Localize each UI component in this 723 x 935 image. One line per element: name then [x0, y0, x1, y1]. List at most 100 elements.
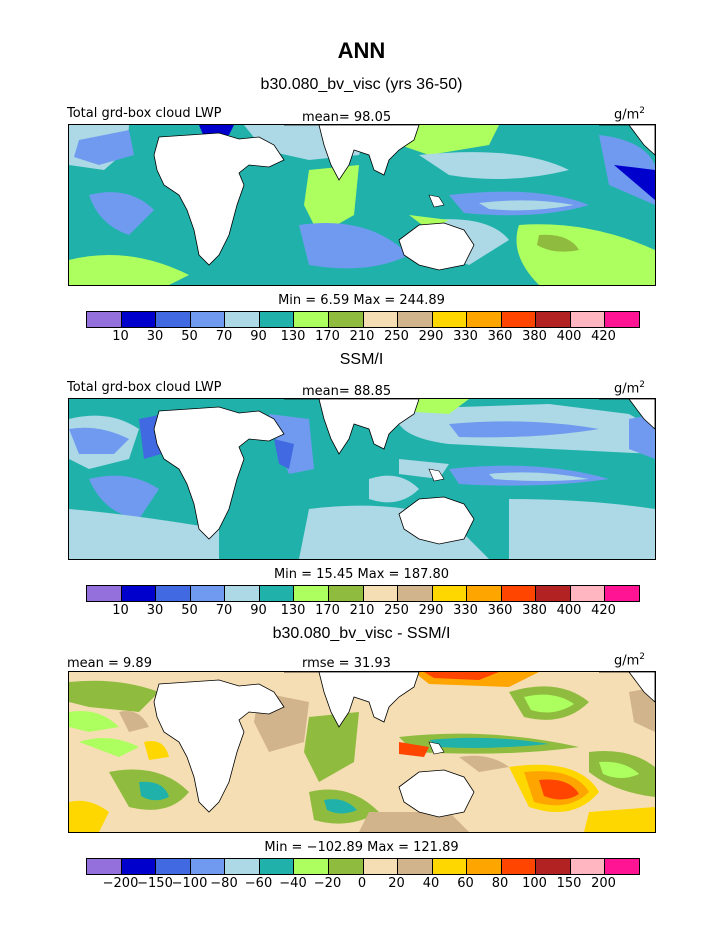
- colorbar-2-tick-label: 420: [591, 603, 616, 618]
- colorbar-3-swatch: [156, 859, 191, 874]
- colorbar-2-tick-label: 170: [315, 603, 340, 618]
- panel2-field-patch: [369, 475, 419, 503]
- colorbar-2-swatch: [87, 586, 122, 601]
- colorbar-2-swatch: [432, 586, 468, 601]
- asia-landmass: [284, 672, 420, 728]
- colorbar-1-swatch: [259, 312, 295, 327]
- panel3-rmse-label: rmse = 31.93: [302, 656, 391, 671]
- panel2-units: g/m2: [614, 380, 646, 397]
- panel2-map: [68, 398, 656, 560]
- americas-landmass: [599, 672, 655, 703]
- panel1-field-patch: [537, 234, 579, 252]
- colorbar-1-swatch: [225, 312, 260, 327]
- colorbar-2-swatch: [328, 586, 364, 601]
- colorbar-1-swatch: [501, 312, 537, 327]
- panel2-variable-label: Total grd-box cloud LWP: [67, 380, 222, 395]
- panel1-field-patch: [419, 152, 569, 179]
- panel2-field-patch: [89, 475, 159, 519]
- panel3-units: g/m2: [614, 652, 646, 669]
- panel1-units: g/m2: [614, 106, 646, 123]
- colorbar-3-swatch: [121, 859, 157, 874]
- colorbar-3-swatch: [225, 859, 260, 874]
- colorbar-2-tick-label: 250: [384, 603, 409, 618]
- panel2-map-svg: [69, 399, 655, 559]
- colorbar-2-swatch: [156, 586, 191, 601]
- colorbar-1-tick-label: 210: [349, 329, 375, 344]
- colorbar-1-tick-label: 170: [315, 329, 340, 344]
- colorbar-1-swatch: [363, 312, 399, 327]
- island-landmass: [428, 741, 445, 755]
- australia-landmass: [398, 222, 475, 271]
- colorbar-1-swatch: [536, 312, 571, 327]
- colorbar-1-tick-label: 50: [181, 329, 198, 344]
- colorbar-3-swatch: [294, 859, 329, 874]
- colorbar-3: [86, 858, 640, 875]
- africa-landmass: [153, 132, 285, 266]
- colorbar-3-swatch: [501, 859, 537, 874]
- africa-landmass: [153, 679, 285, 813]
- colorbar-2-tick-label: 330: [453, 603, 478, 618]
- panel3-field-patch: [304, 712, 359, 782]
- colorbar-3-swatch: [536, 859, 571, 874]
- colorbar-1-swatch: [156, 312, 191, 327]
- colorbar-3-tick-label: 150: [556, 876, 582, 891]
- colorbar-2-swatch: [190, 586, 226, 601]
- panel2-field-patch: [69, 509, 219, 559]
- colorbar-1-tick-label: 90: [250, 329, 267, 344]
- panel1-field-patch: [89, 192, 154, 235]
- colorbar-1-tick-label: 380: [522, 329, 547, 344]
- colorbar-3-tick-label: −80: [210, 876, 238, 891]
- colorbar-3-tick-label: −150: [137, 876, 173, 891]
- panel3-field-patch: [584, 807, 655, 832]
- colorbar-3-swatch: [398, 859, 433, 874]
- panel2-mean-label: mean= 88.85: [302, 384, 392, 399]
- colorbar-1-swatch: [121, 312, 157, 327]
- panel3-field-patch: [119, 711, 149, 732]
- panel1-map-svg: [69, 125, 655, 285]
- colorbar-3-swatch: [570, 859, 606, 874]
- panel3-field-patch: [69, 800, 109, 832]
- colorbar-3-swatch: [259, 859, 295, 874]
- panel3-field-patch: [429, 737, 549, 748]
- panel3-field-patch: [629, 687, 655, 732]
- colorbar-1-swatch: [432, 312, 468, 327]
- colorbar-3-tick-label: −40: [279, 876, 307, 891]
- colorbar-1-tick-label: 400: [556, 329, 582, 344]
- colorbar-2-swatch: [225, 586, 260, 601]
- colorbar-2-tick-label: 400: [556, 603, 582, 618]
- colorbar-3-tick-label: −100: [171, 876, 208, 891]
- colorbar-3-tick-label: 40: [422, 876, 440, 891]
- colorbar-3-swatch: [467, 859, 502, 874]
- colorbar-1-tick-label: 420: [591, 329, 616, 344]
- australia-landmass: [398, 769, 475, 818]
- panel1-mean-label: mean= 98.05: [302, 110, 392, 125]
- colorbar-1: [86, 311, 640, 328]
- panel3-minmax: Min = −102.89 Max = 121.89: [264, 840, 459, 855]
- colorbar-2-swatch: [536, 586, 571, 601]
- colorbar-1-tick-label: 70: [215, 329, 233, 344]
- panel2-field-patch: [449, 421, 599, 438]
- colorbar-2-swatch: [363, 586, 399, 601]
- colorbar-1-swatch: [87, 312, 122, 327]
- australia-landmass: [398, 496, 475, 545]
- colorbar-1-tick-label: 290: [418, 329, 444, 344]
- colorbar-1-tick-label: 130: [280, 329, 306, 344]
- panel3-field-patch: [524, 694, 574, 713]
- panel1-field-patch: [304, 165, 359, 235]
- panel1-variable-label: Total grd-box cloud LWP: [67, 106, 222, 121]
- americas-landmass: [599, 125, 655, 156]
- colorbar-2-swatch: [294, 586, 329, 601]
- americas-landmass: [599, 399, 655, 430]
- colorbar-2: [86, 585, 640, 602]
- panel1-field-patch: [614, 165, 655, 200]
- colorbar-3-tick-label: 80: [491, 876, 509, 891]
- panel3-mean-label: mean = 9.89: [67, 656, 152, 671]
- panel3-field-patch: [79, 738, 139, 757]
- colorbar-3-tick-label: 200: [591, 876, 616, 891]
- colorbar-3-tick-label: 0: [357, 876, 367, 891]
- colorbar-2-tick-label: 210: [349, 603, 375, 618]
- colorbar-1-tick-label: 30: [146, 329, 164, 344]
- colorbar-2-tick-label: 50: [181, 603, 198, 618]
- colorbar-2-swatch: [501, 586, 537, 601]
- panel1-field-patch: [409, 215, 449, 230]
